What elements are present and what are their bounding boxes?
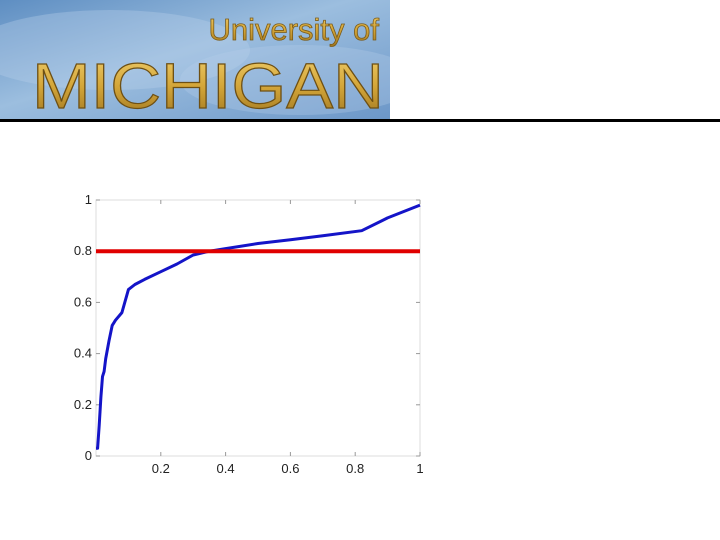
series xyxy=(96,203,421,450)
tick-labels: 0 0.2 0.4 0.6 0.8 1 0.2 0.4 0.6 0.8 1 xyxy=(74,192,424,476)
y-tick-label: 0.8 xyxy=(74,243,92,258)
logo-line-1: University of xyxy=(208,12,379,47)
axes xyxy=(95,199,421,457)
y-tick-label: 0.6 xyxy=(74,294,92,309)
x-tick-label: 0.6 xyxy=(281,461,299,476)
x-tick-label: 1 xyxy=(416,461,423,476)
curve-line xyxy=(96,203,421,450)
x-tick-label: 0.4 xyxy=(217,461,235,476)
university-logo-banner: University of MICHIGAN xyxy=(0,0,390,119)
y-tick-label: 0.2 xyxy=(74,397,92,412)
y-tick-label: 1 xyxy=(85,192,92,207)
plot-frame xyxy=(95,199,421,457)
header-divider xyxy=(0,119,720,122)
x-tick-label: 0.8 xyxy=(346,461,364,476)
y-tick-label: 0.4 xyxy=(74,346,92,361)
logo-background xyxy=(0,0,390,119)
logo-line-2: MICHIGAN xyxy=(32,50,384,119)
chart-svg: 0 0.2 0.4 0.6 0.8 1 0.2 0.4 0.6 0.8 1 xyxy=(74,192,424,476)
chart: 0 0.2 0.4 0.6 0.8 1 0.2 0.4 0.6 0.8 1 xyxy=(60,180,440,480)
y-tick-label: 0 xyxy=(85,448,92,463)
university-logo: University of MICHIGAN xyxy=(0,0,390,119)
x-tick-label: 0.2 xyxy=(152,461,170,476)
